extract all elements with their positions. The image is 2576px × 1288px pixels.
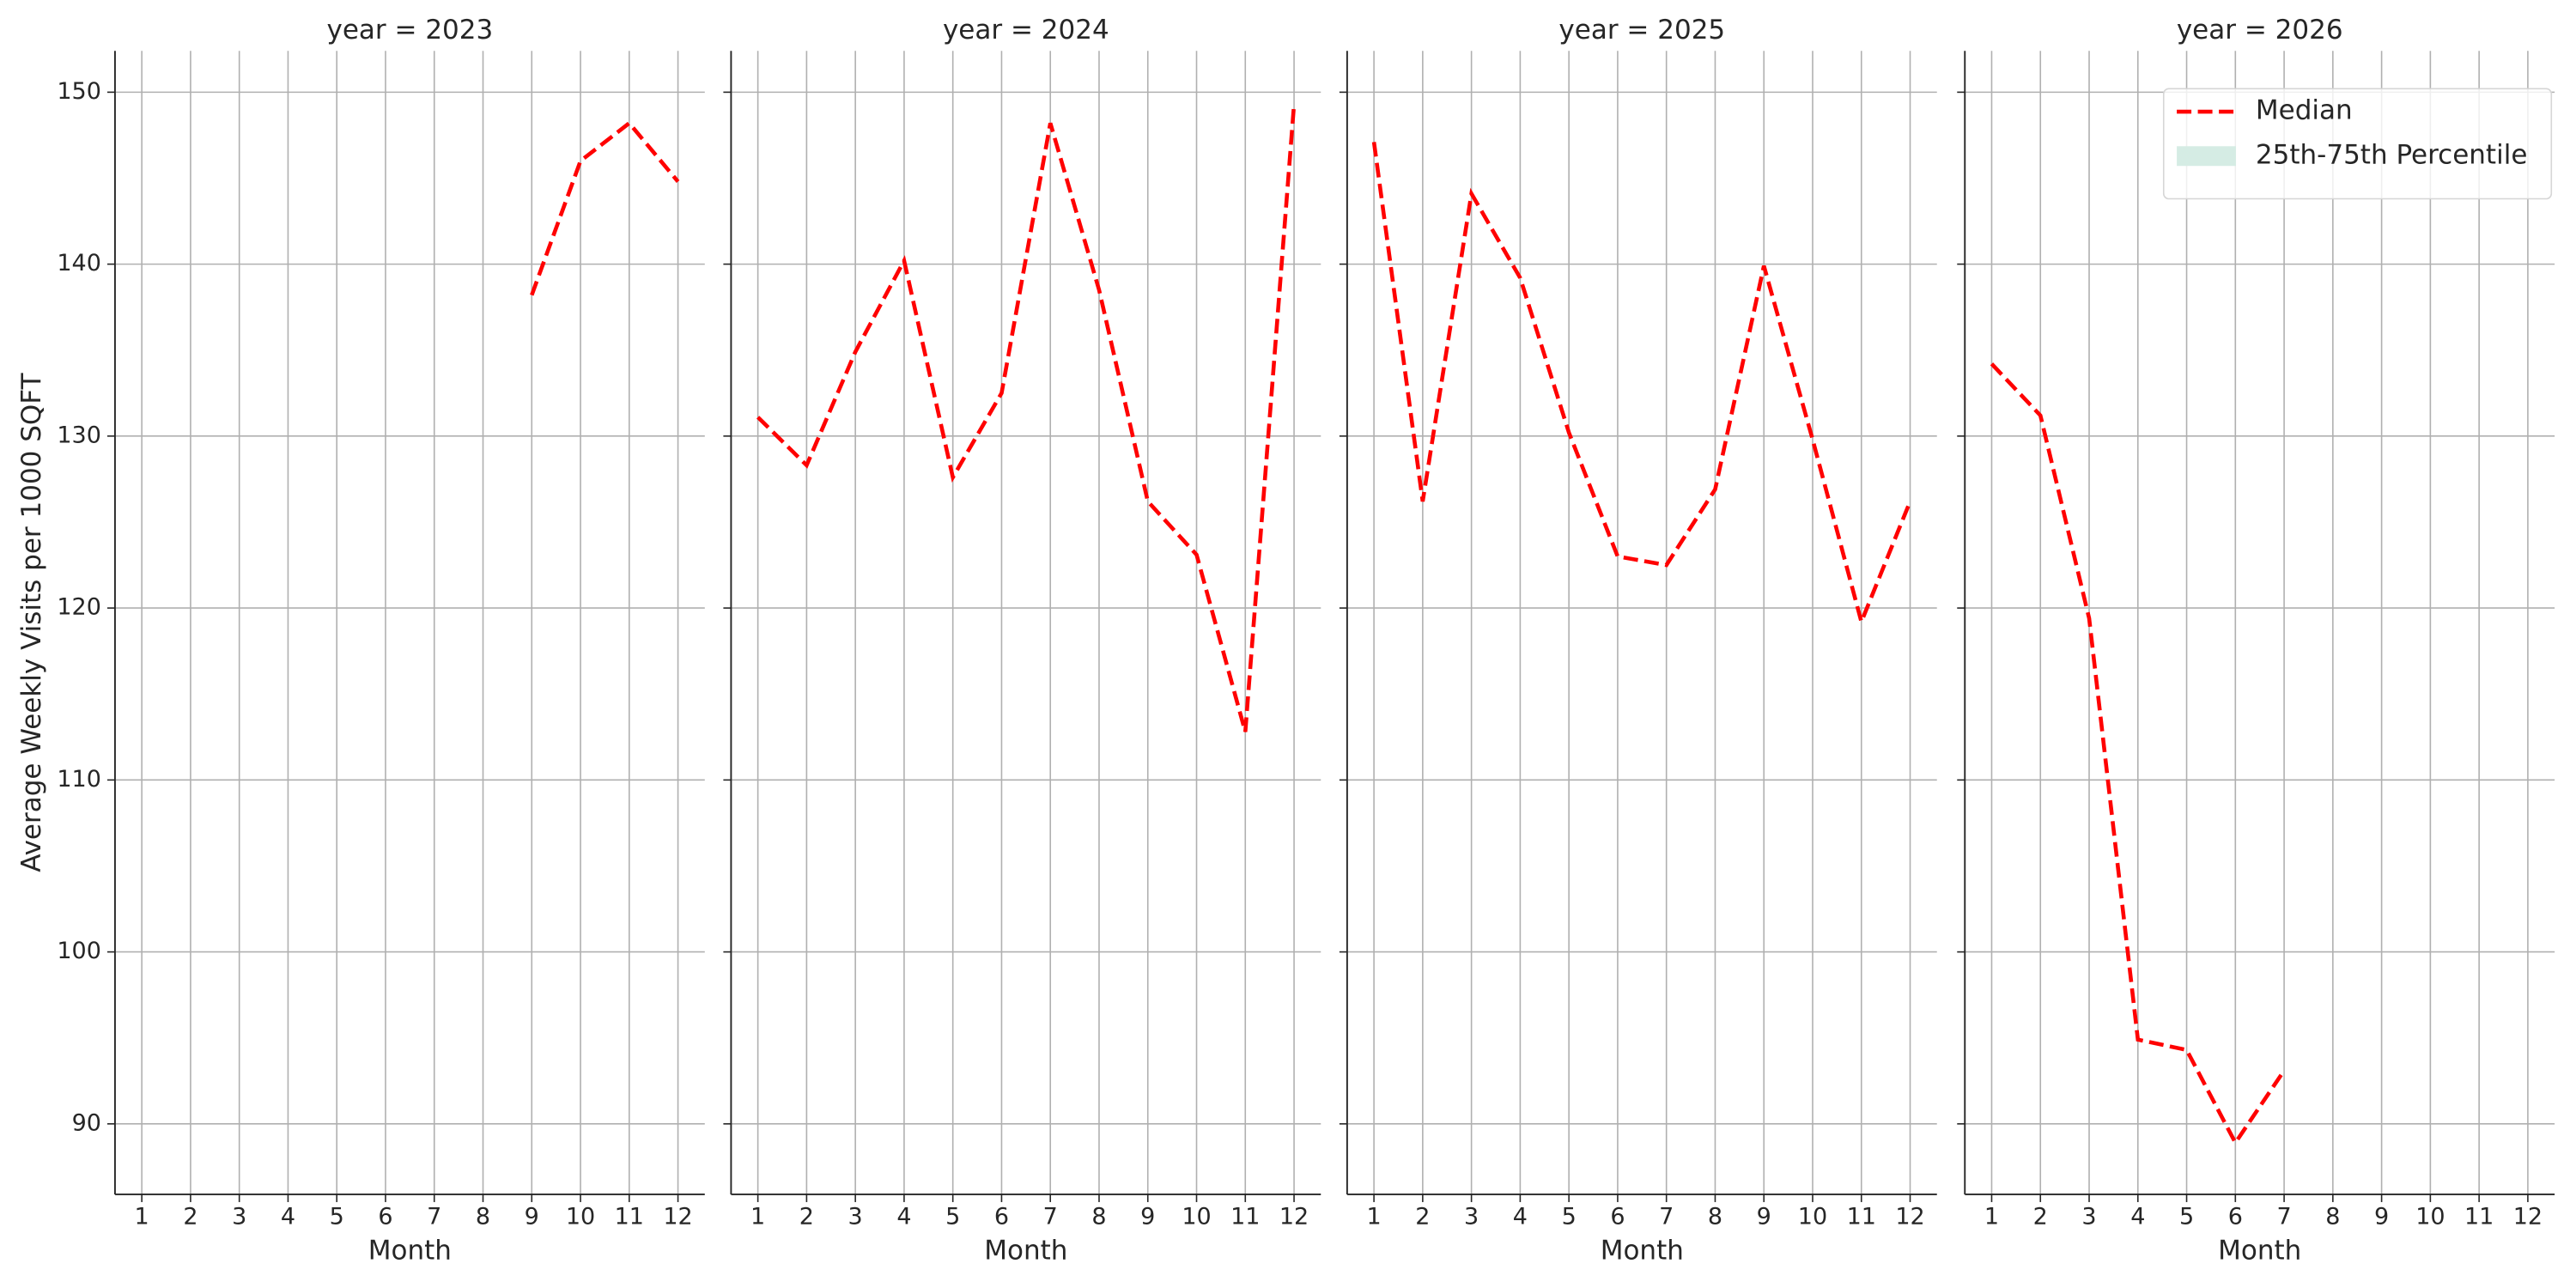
x-tick-label: 9 xyxy=(2374,1203,2389,1230)
x-tick-label: 2 xyxy=(799,1203,814,1230)
legend-label: 25th-75th Percentile xyxy=(2256,139,2527,170)
median-line xyxy=(1371,142,1912,629)
x-tick-label: 10 xyxy=(1182,1203,1211,1230)
panel-title: year = 2025 xyxy=(1558,15,1725,46)
x-tick-label: 2 xyxy=(1415,1203,1430,1230)
x-axis-label: Month xyxy=(368,1235,452,1266)
x-tick-label: 11 xyxy=(1847,1203,1876,1230)
x-tick-label: 4 xyxy=(281,1203,295,1230)
x-tick-label: 3 xyxy=(232,1203,246,1230)
x-tick-label: 10 xyxy=(1798,1203,1827,1230)
x-tick-label: 5 xyxy=(1562,1203,1577,1230)
x-tick-label: 4 xyxy=(896,1203,911,1230)
x-tick-label: 8 xyxy=(1091,1203,1106,1230)
x-tick-label: 6 xyxy=(1610,1203,1625,1230)
y-axis-label: Average Weekly Visits per 1000 SQFT xyxy=(16,372,47,872)
y-tick-label: 130 xyxy=(57,422,101,448)
x-tick-label: 12 xyxy=(663,1203,692,1230)
x-tick-label: 8 xyxy=(1708,1203,1722,1230)
x-tick-label: 1 xyxy=(1984,1203,1999,1230)
x-tick-label: 8 xyxy=(476,1203,490,1230)
x-tick-label: 5 xyxy=(2179,1203,2194,1230)
x-tick-label: 3 xyxy=(2081,1203,2096,1230)
x-tick-label: 6 xyxy=(378,1203,392,1230)
x-tick-label: 5 xyxy=(945,1203,960,1230)
x-tick-label: 1 xyxy=(135,1203,149,1230)
median-line xyxy=(756,104,1297,732)
panel-title: year = 2023 xyxy=(326,15,493,46)
x-tick-label: 10 xyxy=(566,1203,595,1230)
panel-title: year = 2024 xyxy=(943,15,1109,46)
legend-label: Median xyxy=(2256,95,2353,126)
y-tick-label: 100 xyxy=(57,938,101,964)
x-tick-label: 3 xyxy=(1464,1203,1479,1230)
x-tick-label: 9 xyxy=(525,1203,539,1230)
x-tick-label: 12 xyxy=(2513,1203,2543,1230)
x-tick-label: 11 xyxy=(1230,1203,1260,1230)
median-line xyxy=(1990,362,2286,1147)
legend-swatch xyxy=(2177,146,2236,167)
x-tick-label: 1 xyxy=(1367,1203,1382,1230)
x-tick-label: 1 xyxy=(750,1203,765,1230)
x-tick-label: 2 xyxy=(183,1203,197,1230)
x-tick-label: 4 xyxy=(2130,1203,2145,1230)
y-tick-label: 90 xyxy=(72,1109,101,1136)
x-tick-label: 7 xyxy=(1659,1203,1674,1230)
x-tick-label: 11 xyxy=(615,1203,644,1230)
panel-title: year = 2026 xyxy=(2177,15,2343,46)
x-axis-label: Month xyxy=(984,1235,1067,1266)
y-tick-label: 150 xyxy=(57,78,101,105)
x-tick-label: 3 xyxy=(848,1203,863,1230)
y-tick-label: 110 xyxy=(57,766,101,793)
x-tick-label: 9 xyxy=(1140,1203,1155,1230)
x-tick-label: 6 xyxy=(994,1203,1009,1230)
x-tick-label: 12 xyxy=(1895,1203,1924,1230)
legend-box xyxy=(2162,88,2553,200)
x-tick-label: 6 xyxy=(2228,1203,2243,1230)
x-tick-label: 12 xyxy=(1279,1203,1309,1230)
x-tick-label: 8 xyxy=(2325,1203,2340,1230)
y-tick-label: 140 xyxy=(57,250,101,276)
x-tick-label: 10 xyxy=(2415,1203,2445,1230)
y-tick-label: 120 xyxy=(57,594,101,621)
x-axis-label: Month xyxy=(1601,1235,1684,1266)
x-tick-label: 9 xyxy=(1757,1203,1771,1230)
x-tick-label: 2 xyxy=(2033,1203,2048,1230)
median-line xyxy=(530,120,680,296)
x-tick-label: 4 xyxy=(1513,1203,1528,1230)
x-tick-label: 7 xyxy=(2276,1203,2291,1230)
x-tick-label: 11 xyxy=(2464,1203,2494,1230)
x-tick-label: 7 xyxy=(1043,1203,1058,1230)
x-axis-label: Month xyxy=(2218,1235,2301,1266)
x-tick-label: 7 xyxy=(427,1203,441,1230)
x-tick-label: 5 xyxy=(330,1203,344,1230)
